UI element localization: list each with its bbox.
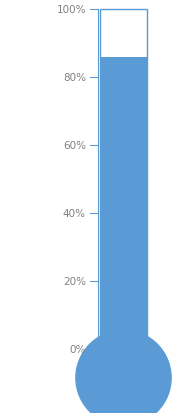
Text: 0%: 0% [70, 344, 86, 354]
Bar [100, 347, 147, 378]
Text: 20%: 20% [63, 276, 86, 286]
Text: 60%: 60% [63, 141, 86, 151]
Ellipse shape [76, 330, 171, 413]
Bar [100, 58, 147, 349]
Bar [100, 10, 147, 349]
Text: 100%: 100% [56, 5, 86, 15]
Text: 40%: 40% [63, 209, 86, 218]
Ellipse shape [76, 330, 171, 413]
Bar [100, 347, 147, 380]
Text: 80%: 80% [63, 73, 86, 83]
